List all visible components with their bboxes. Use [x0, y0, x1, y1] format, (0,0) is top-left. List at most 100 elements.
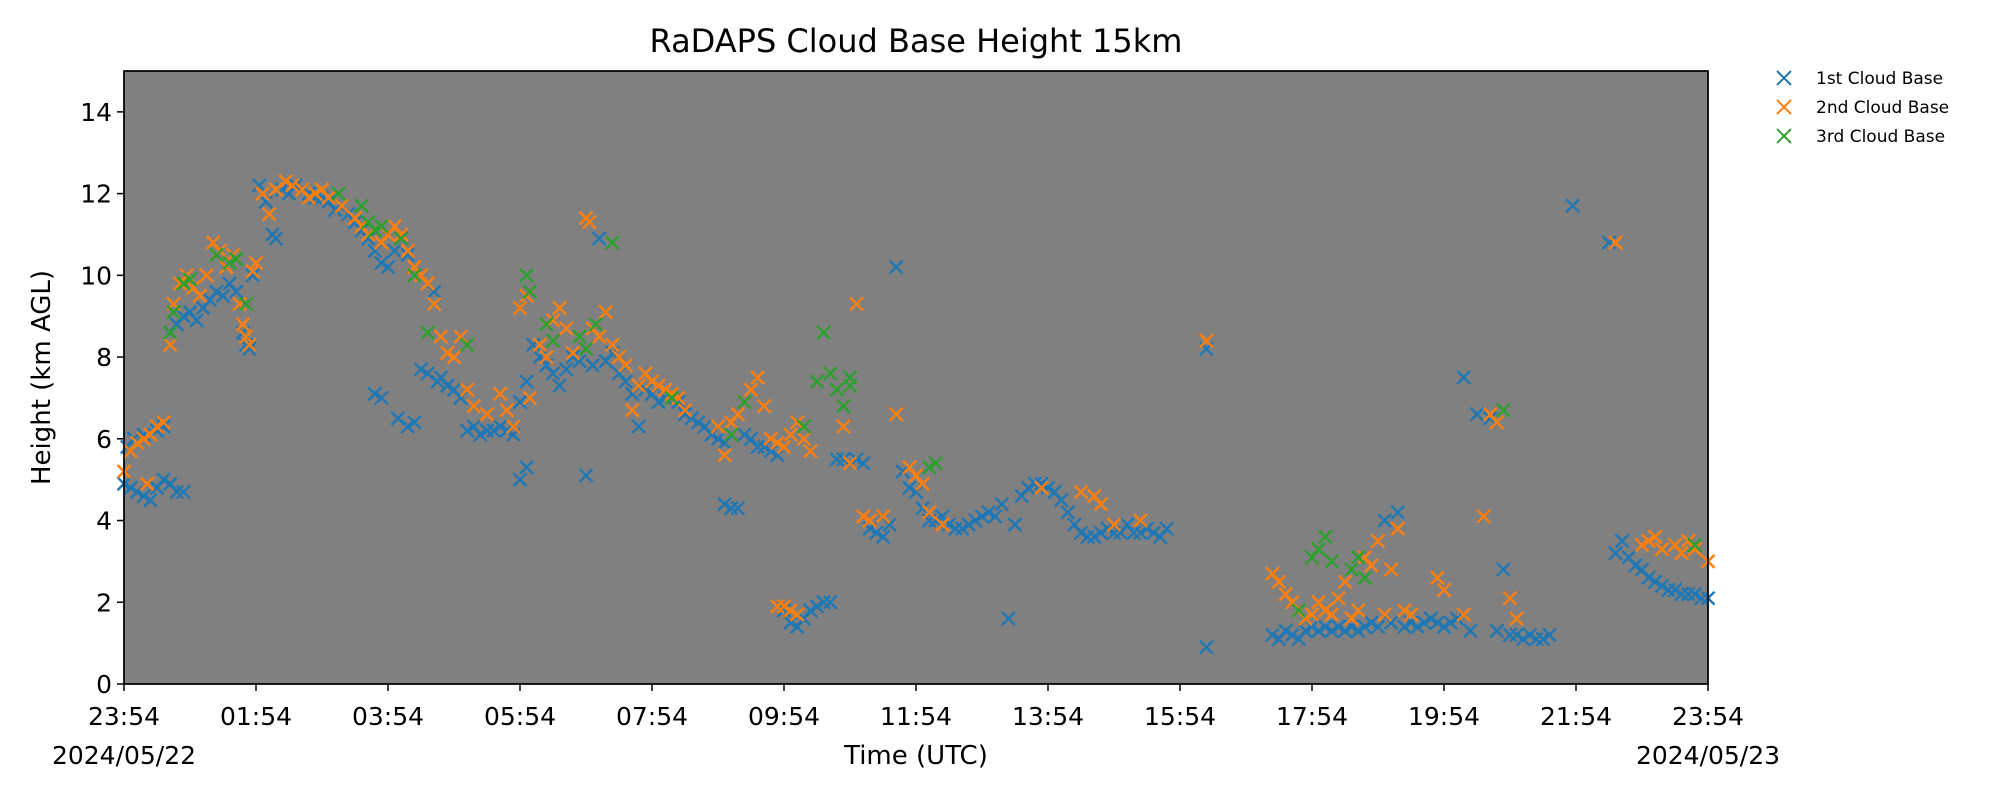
data-point: [255, 186, 270, 201]
data-point: [387, 243, 402, 259]
data-point: [677, 402, 693, 418]
x-axis: 23:54 01:54 03:54 05:54 07:54 09:54 11:54 13:54…: [88, 684, 1744, 731]
data-point: [631, 419, 647, 434]
legend: 1st Cloud Base 2nd Cloud Base 3rd Cloud Ba…: [1776, 69, 1949, 147]
data-point: [578, 341, 594, 357]
y-tick-label: 6: [96, 425, 112, 454]
data-point: [1364, 558, 1379, 573]
data-point: [588, 317, 604, 332]
data-point: [651, 394, 666, 410]
data-point: [532, 337, 548, 353]
data-point: [723, 427, 739, 443]
data-point: [1331, 619, 1346, 635]
data-point: [1423, 611, 1439, 626]
data-point: [875, 509, 891, 524]
data-point: [723, 500, 739, 516]
data-point: [671, 390, 686, 406]
data-point: [1034, 476, 1049, 492]
data-point: [215, 288, 231, 304]
data-point: [506, 419, 521, 434]
data-point: [545, 333, 561, 349]
data-point: [459, 382, 475, 398]
data-point: [842, 378, 858, 394]
data-point: [1654, 578, 1670, 594]
data-point: [1390, 521, 1406, 537]
data-point: [895, 464, 911, 479]
data-point: [1628, 558, 1643, 573]
data-point: [473, 427, 488, 443]
data-point: [770, 435, 785, 451]
data-point: [479, 423, 495, 438]
date-end-label: 2024/05/23: [1636, 741, 1780, 770]
data-point: [664, 390, 680, 406]
data-point: [284, 178, 300, 193]
data-point: [251, 178, 267, 193]
data-point: [433, 329, 449, 344]
x-tick-label: 13:54: [1012, 702, 1084, 731]
data-point: [1133, 525, 1148, 541]
data-point: [539, 317, 554, 332]
data-point: [1502, 627, 1518, 643]
data-point: [1106, 517, 1122, 532]
data-point: [1278, 623, 1293, 639]
data-point: [756, 398, 772, 414]
data-point: [238, 296, 254, 312]
data-point: [558, 321, 574, 336]
data-point: [169, 484, 185, 500]
y-tick-label: 2: [96, 588, 112, 617]
data-point: [1093, 525, 1109, 541]
x-tick-label: 19:54: [1408, 702, 1480, 731]
data-point: [1647, 574, 1663, 590]
data-point: [737, 394, 752, 410]
data-point: [162, 337, 178, 353]
data-point: [268, 231, 284, 246]
data-point: [915, 500, 930, 516]
data-point: [783, 427, 798, 443]
data-point: [459, 337, 475, 353]
data-point: [400, 419, 416, 434]
data-point: [1482, 411, 1498, 426]
data-point: [407, 267, 422, 283]
data-point: [1199, 639, 1214, 655]
data-point: [921, 460, 937, 475]
data-point: [565, 349, 581, 365]
data-point: [525, 337, 541, 353]
data-point: [1324, 623, 1340, 639]
data-point: [572, 329, 587, 344]
data-point: [1565, 198, 1581, 214]
data-point: [776, 439, 792, 455]
data-point: [1370, 533, 1386, 549]
data-point: [156, 419, 171, 434]
data-point: [400, 243, 416, 259]
data-point: [585, 357, 600, 373]
data-point: [677, 406, 693, 422]
data-point: [1337, 574, 1353, 590]
data-point: [1634, 537, 1650, 553]
x-tick-label: 07:54: [616, 702, 688, 731]
data-point: [849, 451, 864, 467]
x-tick-label: 21:54: [1540, 702, 1612, 731]
data-point: [479, 406, 495, 422]
x-tick-label: 11:54: [880, 702, 952, 731]
data-point: [1654, 541, 1670, 557]
data-point: [948, 521, 963, 537]
data-point: [162, 325, 178, 340]
data-point: [763, 431, 779, 447]
data-point: [717, 447, 732, 463]
data-point: [750, 370, 765, 385]
data-point: [308, 186, 323, 201]
data-point: [407, 415, 422, 430]
x-axis-title: Time (UTC): [843, 741, 988, 771]
data-point: [1100, 521, 1115, 537]
x-tick-label: 15:54: [1144, 702, 1216, 731]
data-point: [1496, 562, 1511, 577]
data-point: [737, 427, 752, 443]
data-point: [1661, 582, 1676, 598]
data-point: [522, 390, 538, 406]
x-tick-label: 05:54: [484, 702, 556, 731]
data-point: [855, 455, 871, 471]
data-point: [1397, 619, 1412, 635]
x-tick-label: 01:54: [220, 702, 292, 731]
data-point: [1694, 590, 1709, 606]
